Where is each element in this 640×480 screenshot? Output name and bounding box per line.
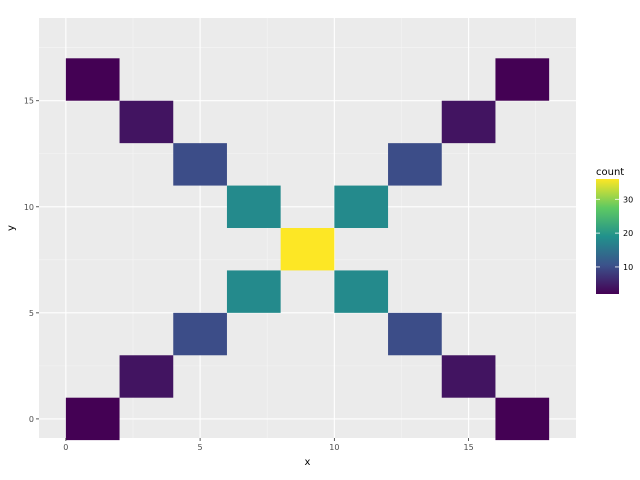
y-tick-label: 5 [29, 309, 34, 318]
heatmap-cell [441, 100, 496, 144]
y-tick-label: 0 [29, 415, 34, 424]
heatmap-cell [65, 58, 120, 101]
x-tick-label: 10 [329, 443, 339, 452]
heatmap-cell [226, 185, 281, 228]
legend-ticks: 10 20 30 [596, 195, 633, 272]
y-axis-title: y [6, 225, 17, 231]
heatmap-cell [388, 143, 442, 186]
heatmap-cell [334, 270, 389, 313]
heatmap-cell [173, 312, 227, 356]
heatmap-cell [280, 228, 335, 271]
y-axis: 0 5 10 15 [24, 97, 39, 424]
heatmap-cell [119, 355, 174, 398]
y-tick-label: 15 [24, 97, 34, 106]
x-tick-label: 0 [63, 443, 68, 452]
x-tick-label: 15 [464, 443, 474, 452]
heatmap-cell [226, 270, 281, 313]
x-axis-title: x [305, 457, 311, 468]
legend: count 10 20 30 [596, 167, 633, 294]
heatmap-cell [119, 100, 174, 144]
heatmap-cell [173, 143, 227, 186]
heatmap-cell [388, 312, 442, 356]
legend-tick-label: 10 [623, 263, 633, 272]
legend-colorbar [596, 179, 619, 294]
heatmap-cell [495, 58, 550, 101]
legend-title: count [596, 167, 624, 178]
legend-tick-label: 20 [623, 229, 633, 238]
legend-tick-label: 30 [623, 195, 633, 204]
x-axis: 0 5 10 15 [63, 438, 474, 452]
heatmap-cell [495, 397, 550, 441]
x-tick-label: 5 [198, 443, 203, 452]
heatmap-cell [65, 397, 120, 441]
y-tick-label: 10 [24, 203, 34, 212]
heatmap-cell [441, 355, 496, 398]
heatmap-cell [334, 185, 389, 228]
heatmap-cells [65, 58, 550, 441]
